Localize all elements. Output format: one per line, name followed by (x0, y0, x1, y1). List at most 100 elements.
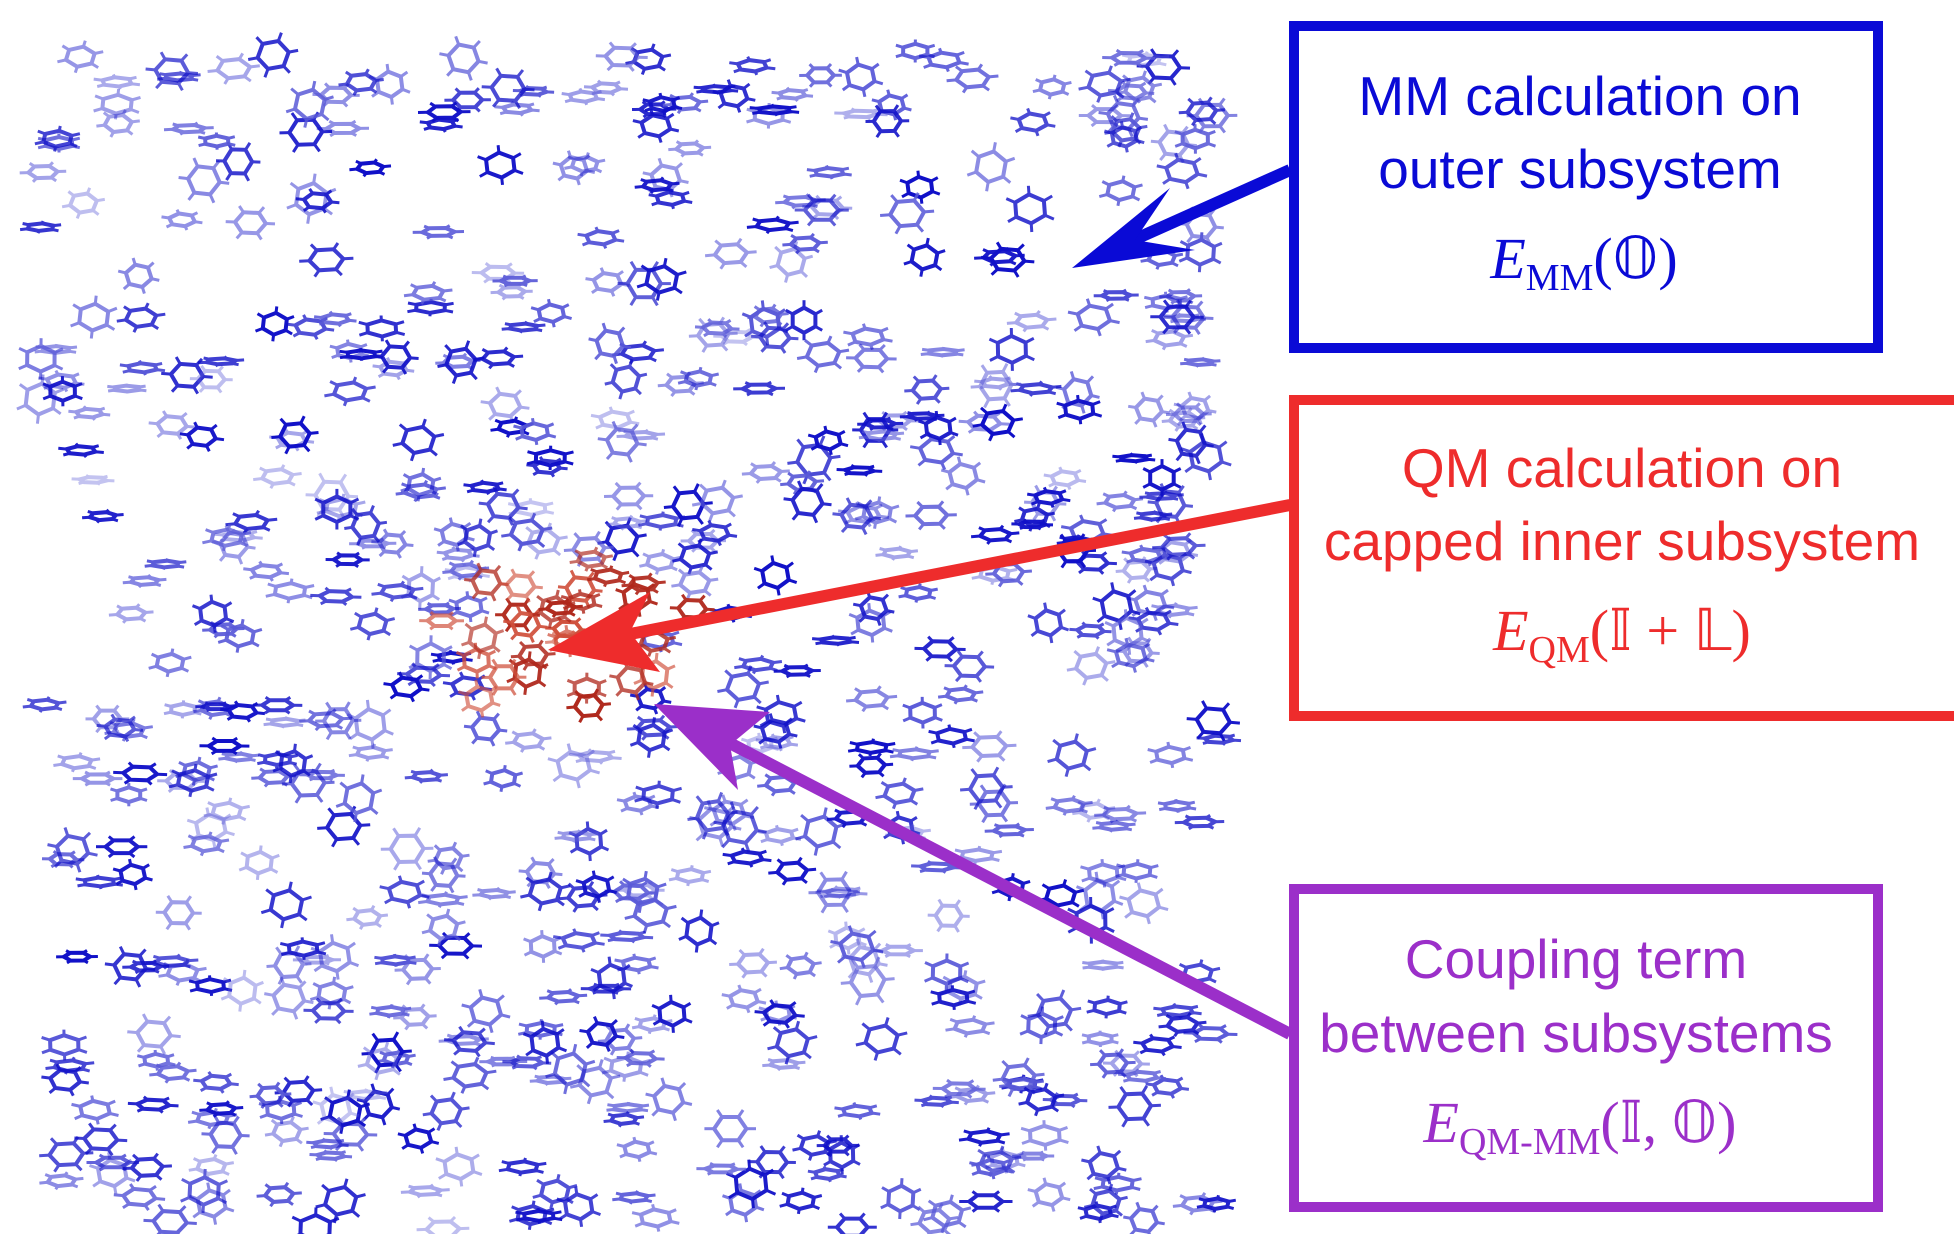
molecule (553, 929, 604, 952)
molecule (1010, 108, 1055, 135)
qm-formula: EQM(𝕀 + 𝕃) (1492, 598, 1751, 671)
molecule (316, 1179, 366, 1223)
mm-line: outer subsystem (1378, 138, 1782, 200)
molecule (1087, 996, 1128, 1019)
molecule (580, 1017, 625, 1052)
molecule (1020, 1007, 1063, 1045)
molecule (1175, 815, 1224, 829)
molecule (149, 649, 192, 677)
molecule (62, 188, 105, 219)
molecule (531, 299, 572, 327)
molecule (671, 566, 718, 599)
molecule (729, 57, 775, 75)
molecule (705, 239, 757, 269)
molecule (1173, 1193, 1223, 1215)
subscript: QM (1529, 629, 1590, 671)
molecule (812, 636, 859, 646)
symbol: E (1489, 226, 1525, 291)
figure: MM calculation on outer subsystem EMM(𝕆)… (0, 0, 1954, 1234)
molecule (900, 171, 940, 204)
molecule (449, 591, 489, 622)
molecule (317, 121, 369, 136)
molecule (120, 361, 165, 376)
molecule (526, 457, 567, 477)
molecule (82, 510, 124, 523)
molecule (53, 753, 100, 772)
molecule (1148, 742, 1193, 768)
molecule (226, 206, 275, 240)
molecule (505, 729, 551, 752)
molecule (128, 1097, 179, 1113)
molecule (1112, 453, 1155, 463)
molecule (1068, 299, 1120, 336)
molecule (1019, 1083, 1064, 1116)
molecule (985, 824, 1034, 837)
molecule (127, 1014, 180, 1054)
molecule (243, 562, 289, 581)
molecule (72, 1096, 119, 1125)
molecule (971, 526, 1019, 544)
symbol: E (1423, 1090, 1459, 1155)
molecule (808, 426, 848, 455)
molecule (96, 837, 147, 857)
molecule (417, 1217, 470, 1234)
molecule (418, 892, 467, 908)
molecule (1179, 232, 1222, 272)
molecule (669, 865, 711, 886)
molecule (72, 475, 115, 484)
molecule (1109, 1086, 1161, 1127)
molecule (1028, 603, 1069, 643)
molecule (347, 700, 393, 749)
molecule (754, 556, 797, 596)
molecule (1133, 1034, 1181, 1055)
molecule (533, 1174, 577, 1208)
molecule (938, 685, 983, 704)
molecule (349, 159, 391, 176)
molecule (747, 305, 788, 327)
molecule (780, 1188, 822, 1214)
molecule (945, 651, 995, 682)
molecule (704, 1110, 756, 1147)
molecule (314, 312, 356, 327)
molecule (876, 546, 918, 560)
molecule (1094, 290, 1139, 301)
coupling-line: Coupling term (1405, 928, 1747, 990)
molecule (216, 142, 260, 181)
molecule (310, 1151, 353, 1161)
molecule (747, 216, 799, 233)
molecule (193, 1072, 238, 1093)
molecule (1123, 1202, 1164, 1234)
molecule (835, 1103, 881, 1120)
molecule (1007, 311, 1057, 332)
molecule (299, 243, 353, 277)
molecule (772, 88, 813, 102)
molecule (381, 828, 434, 870)
molecule (1158, 799, 1196, 813)
molecule (853, 591, 894, 626)
molecule (1044, 467, 1086, 489)
molecule (472, 888, 515, 900)
molecule (181, 1169, 228, 1213)
molecule (941, 457, 985, 495)
argument: (𝕀, 𝕆) (1600, 1090, 1736, 1155)
molecule (876, 778, 924, 809)
molecule (962, 731, 1016, 762)
molecule (600, 931, 653, 943)
molecule (929, 725, 975, 748)
molecule (1048, 734, 1096, 777)
molecule (189, 1183, 234, 1225)
subscript: QM-MM (1459, 1121, 1600, 1163)
molecule (694, 84, 738, 94)
molecule (257, 1183, 302, 1207)
mm-line: MM calculation on (1358, 65, 1801, 127)
molecule (117, 303, 166, 332)
molecule (903, 697, 943, 729)
molecule (1033, 75, 1072, 99)
molecule (774, 665, 821, 677)
molecule (256, 306, 295, 341)
molecule (856, 1018, 907, 1061)
molecule (1180, 358, 1220, 367)
molecule (509, 1201, 554, 1230)
molecule (324, 377, 375, 406)
molecule (423, 1092, 470, 1130)
